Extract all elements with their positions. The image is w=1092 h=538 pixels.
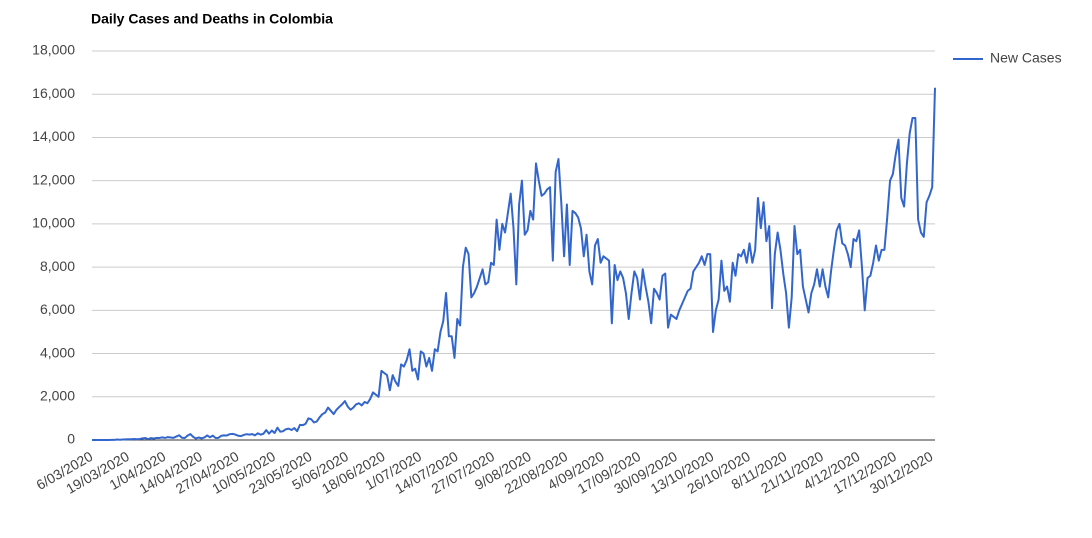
- chart-title: Daily Cases and Deaths in Colombia: [91, 11, 333, 27]
- legend-label: New Cases: [990, 50, 1062, 66]
- series-line: [91, 87, 936, 441]
- y-tick-label: 4,000: [40, 344, 75, 360]
- y-tick-label: 18,000: [32, 42, 75, 58]
- y-tick-label: 10,000: [32, 215, 75, 231]
- y-tick-label: 16,000: [32, 85, 75, 101]
- y-tick-label: 2,000: [40, 387, 75, 403]
- y-tick-label: 12,000: [32, 171, 75, 187]
- y-tick-label: 8,000: [40, 258, 75, 274]
- y-tick-label: 14,000: [32, 128, 75, 144]
- y-tick-label: 0: [67, 431, 75, 447]
- y-tick-label: 6,000: [40, 301, 75, 317]
